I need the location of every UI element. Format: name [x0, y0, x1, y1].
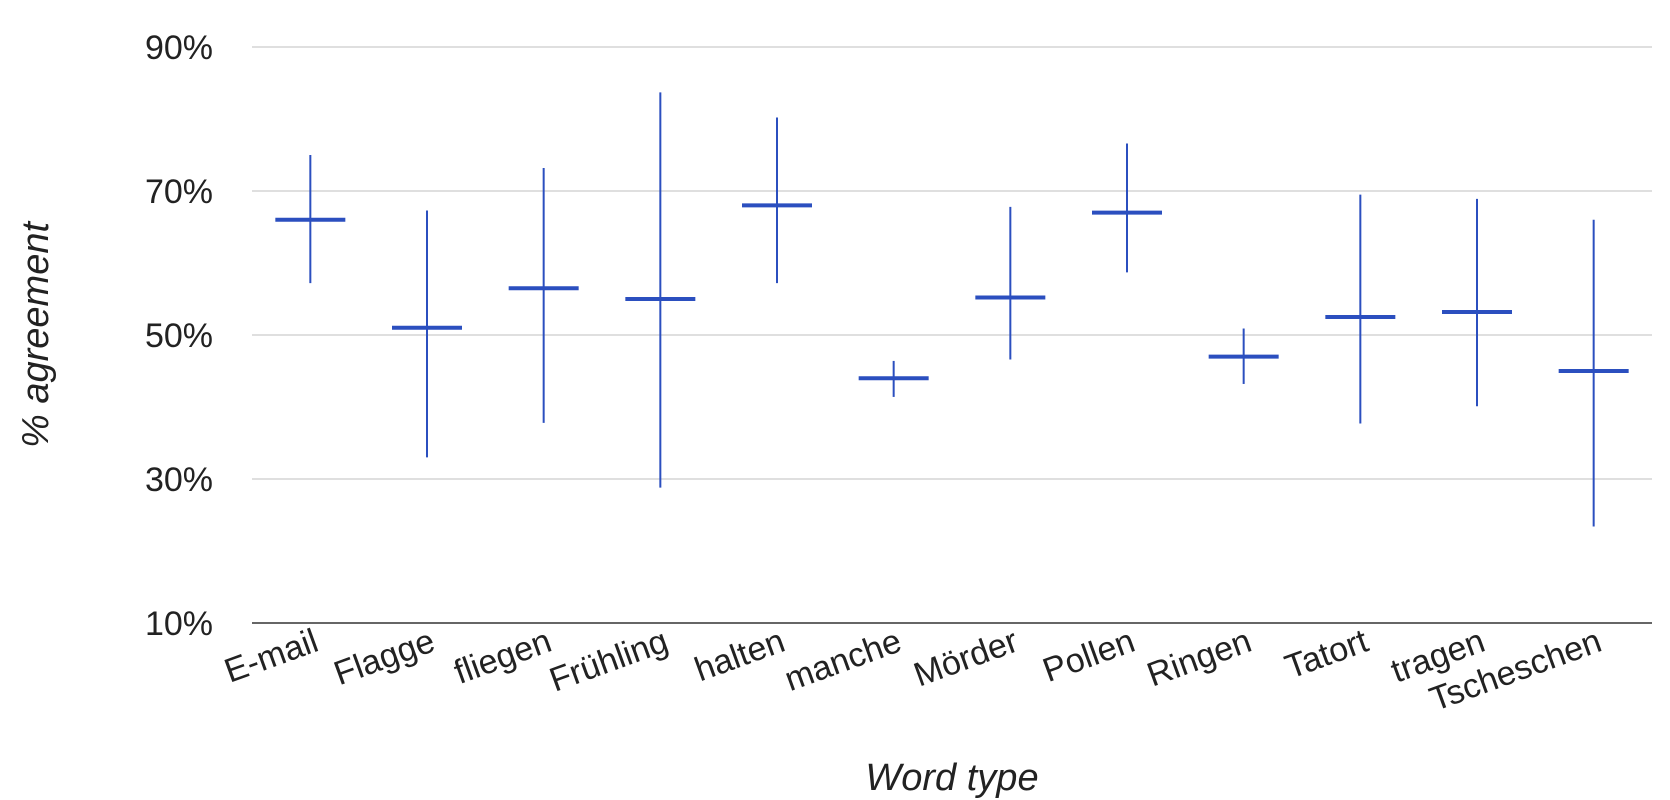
error-bar-series: [275, 92, 1629, 527]
x-tick-label: Mörder: [909, 622, 1023, 695]
x-tick-label: halten: [690, 622, 790, 689]
y-tick-label: 70%: [145, 173, 213, 211]
x-tick-label: Flagge: [329, 622, 440, 693]
y-tick-label: 10%: [145, 605, 213, 643]
error-bar-point: [1442, 198, 1512, 407]
y-axis-title: % agreement: [15, 221, 57, 448]
x-axis-title: Word type: [865, 757, 1038, 799]
y-tick-label: 30%: [145, 461, 213, 499]
error-bar-point: [1558, 219, 1629, 527]
error-bar-point: [742, 117, 812, 284]
x-tick-label: Ringen: [1142, 622, 1256, 695]
x-tick-label: Pollen: [1038, 622, 1140, 690]
y-tick-label: 90%: [145, 29, 213, 67]
x-tick-label: Tatort: [1280, 622, 1373, 687]
x-tick-label: fliegen: [449, 622, 556, 692]
error-bar-point: [275, 155, 346, 284]
error-bar-point: [1325, 194, 1396, 424]
error-bar-point: [392, 210, 462, 458]
gridlines: [252, 46, 1652, 624]
error-bar-point: [1092, 143, 1162, 273]
error-bar-point: [508, 167, 579, 423]
x-tick-label: manche: [780, 622, 907, 699]
x-tick-label: Frühling: [545, 622, 673, 700]
error-bar-point: [975, 206, 1046, 360]
error-bar-point: [625, 92, 696, 488]
error-bar-point: [1208, 328, 1279, 384]
y-axis-ticks: 10% 30% 50% 70% 90%: [145, 29, 213, 643]
x-tick-label: E-mail: [220, 622, 324, 691]
error-bar-point: [858, 360, 929, 397]
y-tick-label: 50%: [145, 317, 213, 355]
